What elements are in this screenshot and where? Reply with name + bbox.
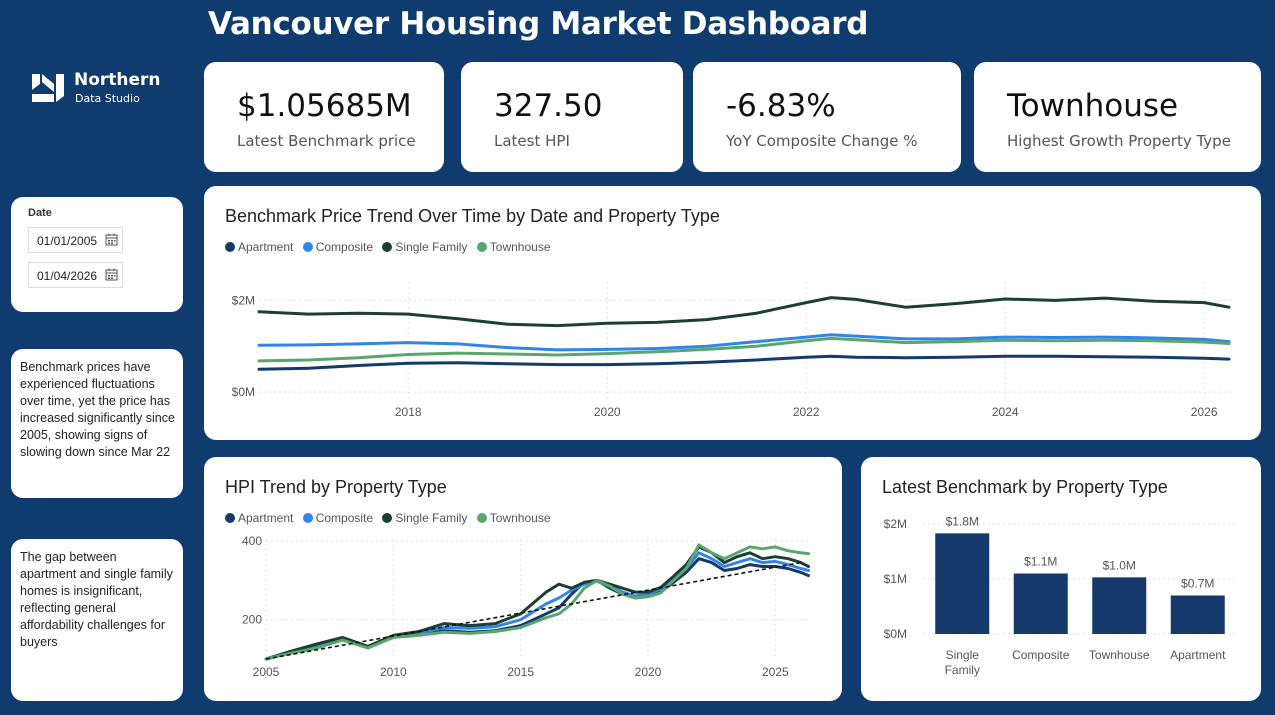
data-label: $0.7M xyxy=(1181,577,1214,591)
category-label: Single xyxy=(946,648,980,662)
x-tick-label: 2005 xyxy=(253,665,280,679)
x-tick-label: 2020 xyxy=(635,665,662,679)
kpi-label: Highest Growth Property Type xyxy=(1007,132,1231,150)
series-line-composite xyxy=(257,333,1231,352)
legend-item-single-family[interactable]: Single Family xyxy=(382,511,467,525)
kpi-label: Latest HPI xyxy=(494,132,570,150)
chart-title: Latest Benchmark by Property Type xyxy=(882,477,1168,497)
data-label: $1.0M xyxy=(1103,558,1136,572)
data-label: $1.8M xyxy=(946,514,979,528)
end-date-value: 01/04/2026 xyxy=(37,269,98,283)
logo: Northern Data Studio xyxy=(30,70,170,110)
kpi-value: $1.05685M xyxy=(237,88,412,124)
kpi-card-yoy: -6.83% YoY Composite Change % xyxy=(693,62,961,172)
bar-single-family xyxy=(935,533,990,634)
insight-note-1: Benchmark prices have experienced fluctu… xyxy=(11,349,183,498)
x-tick-label: 2020 xyxy=(594,405,621,419)
legend-item-single-family[interactable]: Single Family xyxy=(382,240,467,254)
kpi-card-growth: Townhouse Highest Growth Property Type xyxy=(974,62,1261,172)
chart-legend: Apartment Composite Single Family Townho… xyxy=(225,240,557,254)
note-text: Benchmark prices have experienced fluctu… xyxy=(20,360,175,459)
series-line-townhouse xyxy=(257,336,1231,363)
bar-townhouse xyxy=(1092,577,1147,634)
calendar-icon[interactable] xyxy=(105,233,118,246)
y-tick-label: $0M xyxy=(884,627,907,641)
y-tick-label: 200 xyxy=(242,613,262,627)
series-line-single-family xyxy=(264,545,810,661)
northern-logo-icon xyxy=(32,74,64,102)
x-tick-label: 2024 xyxy=(992,405,1019,419)
chart-title: HPI Trend by Property Type xyxy=(225,477,447,497)
x-tick-label: 2025 xyxy=(762,665,789,679)
kpi-card-hpi: 327.50 Latest HPI xyxy=(461,62,683,172)
category-label: Apartment xyxy=(1170,648,1226,662)
series-line-apartment xyxy=(257,354,1231,371)
y-tick-label: $2M xyxy=(232,293,255,307)
kpi-value: 327.50 xyxy=(494,88,603,124)
hpi-line-plot: 2005 2010 2015 2020 2025 200 400 xyxy=(242,534,811,679)
x-tick-label: 2018 xyxy=(395,405,422,419)
x-tick-label: 2026 xyxy=(1191,405,1218,419)
data-label: $1.1M xyxy=(1024,555,1057,569)
slicer-title: Date xyxy=(28,207,52,219)
series-line-townhouse xyxy=(264,543,810,661)
category-label: Townhouse xyxy=(1089,648,1150,662)
end-date-input[interactable]: 01/04/2026 xyxy=(28,262,123,288)
date-slicer: Date 01/01/2005 01/04/2026 xyxy=(11,197,183,312)
benchmark-line-plot: 2018 2020 2022 2024 2026 $0M $2M xyxy=(232,282,1234,419)
x-tick-label: 2022 xyxy=(793,405,820,419)
y-tick-label: $0M xyxy=(232,385,255,399)
dashboard-title: Vancouver Housing Market Dashboard xyxy=(208,6,869,42)
legend-item-composite[interactable]: Composite xyxy=(302,511,373,525)
bar-composite xyxy=(1013,573,1068,634)
kpi-card-benchmark: $1.05685M Latest Benchmark price xyxy=(204,62,444,172)
bar-apartment xyxy=(1170,595,1225,634)
category-label: Family xyxy=(945,663,980,677)
logo-subtitle: Data Studio xyxy=(75,92,140,105)
start-date-input[interactable]: 01/01/2005 xyxy=(28,227,123,253)
start-date-value: 01/01/2005 xyxy=(37,234,98,248)
category-label: Composite xyxy=(1012,648,1070,662)
y-tick-label: $1M xyxy=(884,572,907,586)
calendar-icon[interactable] xyxy=(105,268,118,281)
x-tick-label: 2015 xyxy=(507,665,534,679)
legend-item-apartment[interactable]: Apartment xyxy=(225,511,293,525)
legend-item-townhouse[interactable]: Townhouse xyxy=(476,240,551,254)
benchmark-trend-chart: Benchmark Price Trend Over Time by Date … xyxy=(204,186,1261,440)
y-tick-label: 400 xyxy=(242,534,262,548)
kpi-value: -6.83% xyxy=(726,88,836,124)
kpi-label: Latest Benchmark price xyxy=(237,132,416,150)
chart-title: Benchmark Price Trend Over Time by Date … xyxy=(225,206,720,226)
series-line-single-family xyxy=(257,296,1231,328)
logo-name: Northern xyxy=(74,70,161,90)
y-tick-label: $2M xyxy=(884,517,907,531)
chart-legend: Apartment Composite Single Family Townho… xyxy=(225,511,557,525)
insight-note-2: The gap between apartment and single fam… xyxy=(11,539,183,701)
legend-item-apartment[interactable]: Apartment xyxy=(225,240,293,254)
x-tick-label: 2010 xyxy=(380,665,407,679)
kpi-value: Townhouse xyxy=(1007,88,1179,124)
kpi-label: YoY Composite Change % xyxy=(726,132,918,150)
latest-benchmark-bar-chart: Latest Benchmark by Property Type $0M $1M… xyxy=(861,457,1261,701)
note-text: The gap between apartment and single fam… xyxy=(20,550,173,649)
legend-item-townhouse[interactable]: Townhouse xyxy=(476,511,551,525)
legend-item-composite[interactable]: Composite xyxy=(302,240,373,254)
hpi-trend-chart: HPI Trend by Property Type Apartment Com… xyxy=(204,457,842,701)
